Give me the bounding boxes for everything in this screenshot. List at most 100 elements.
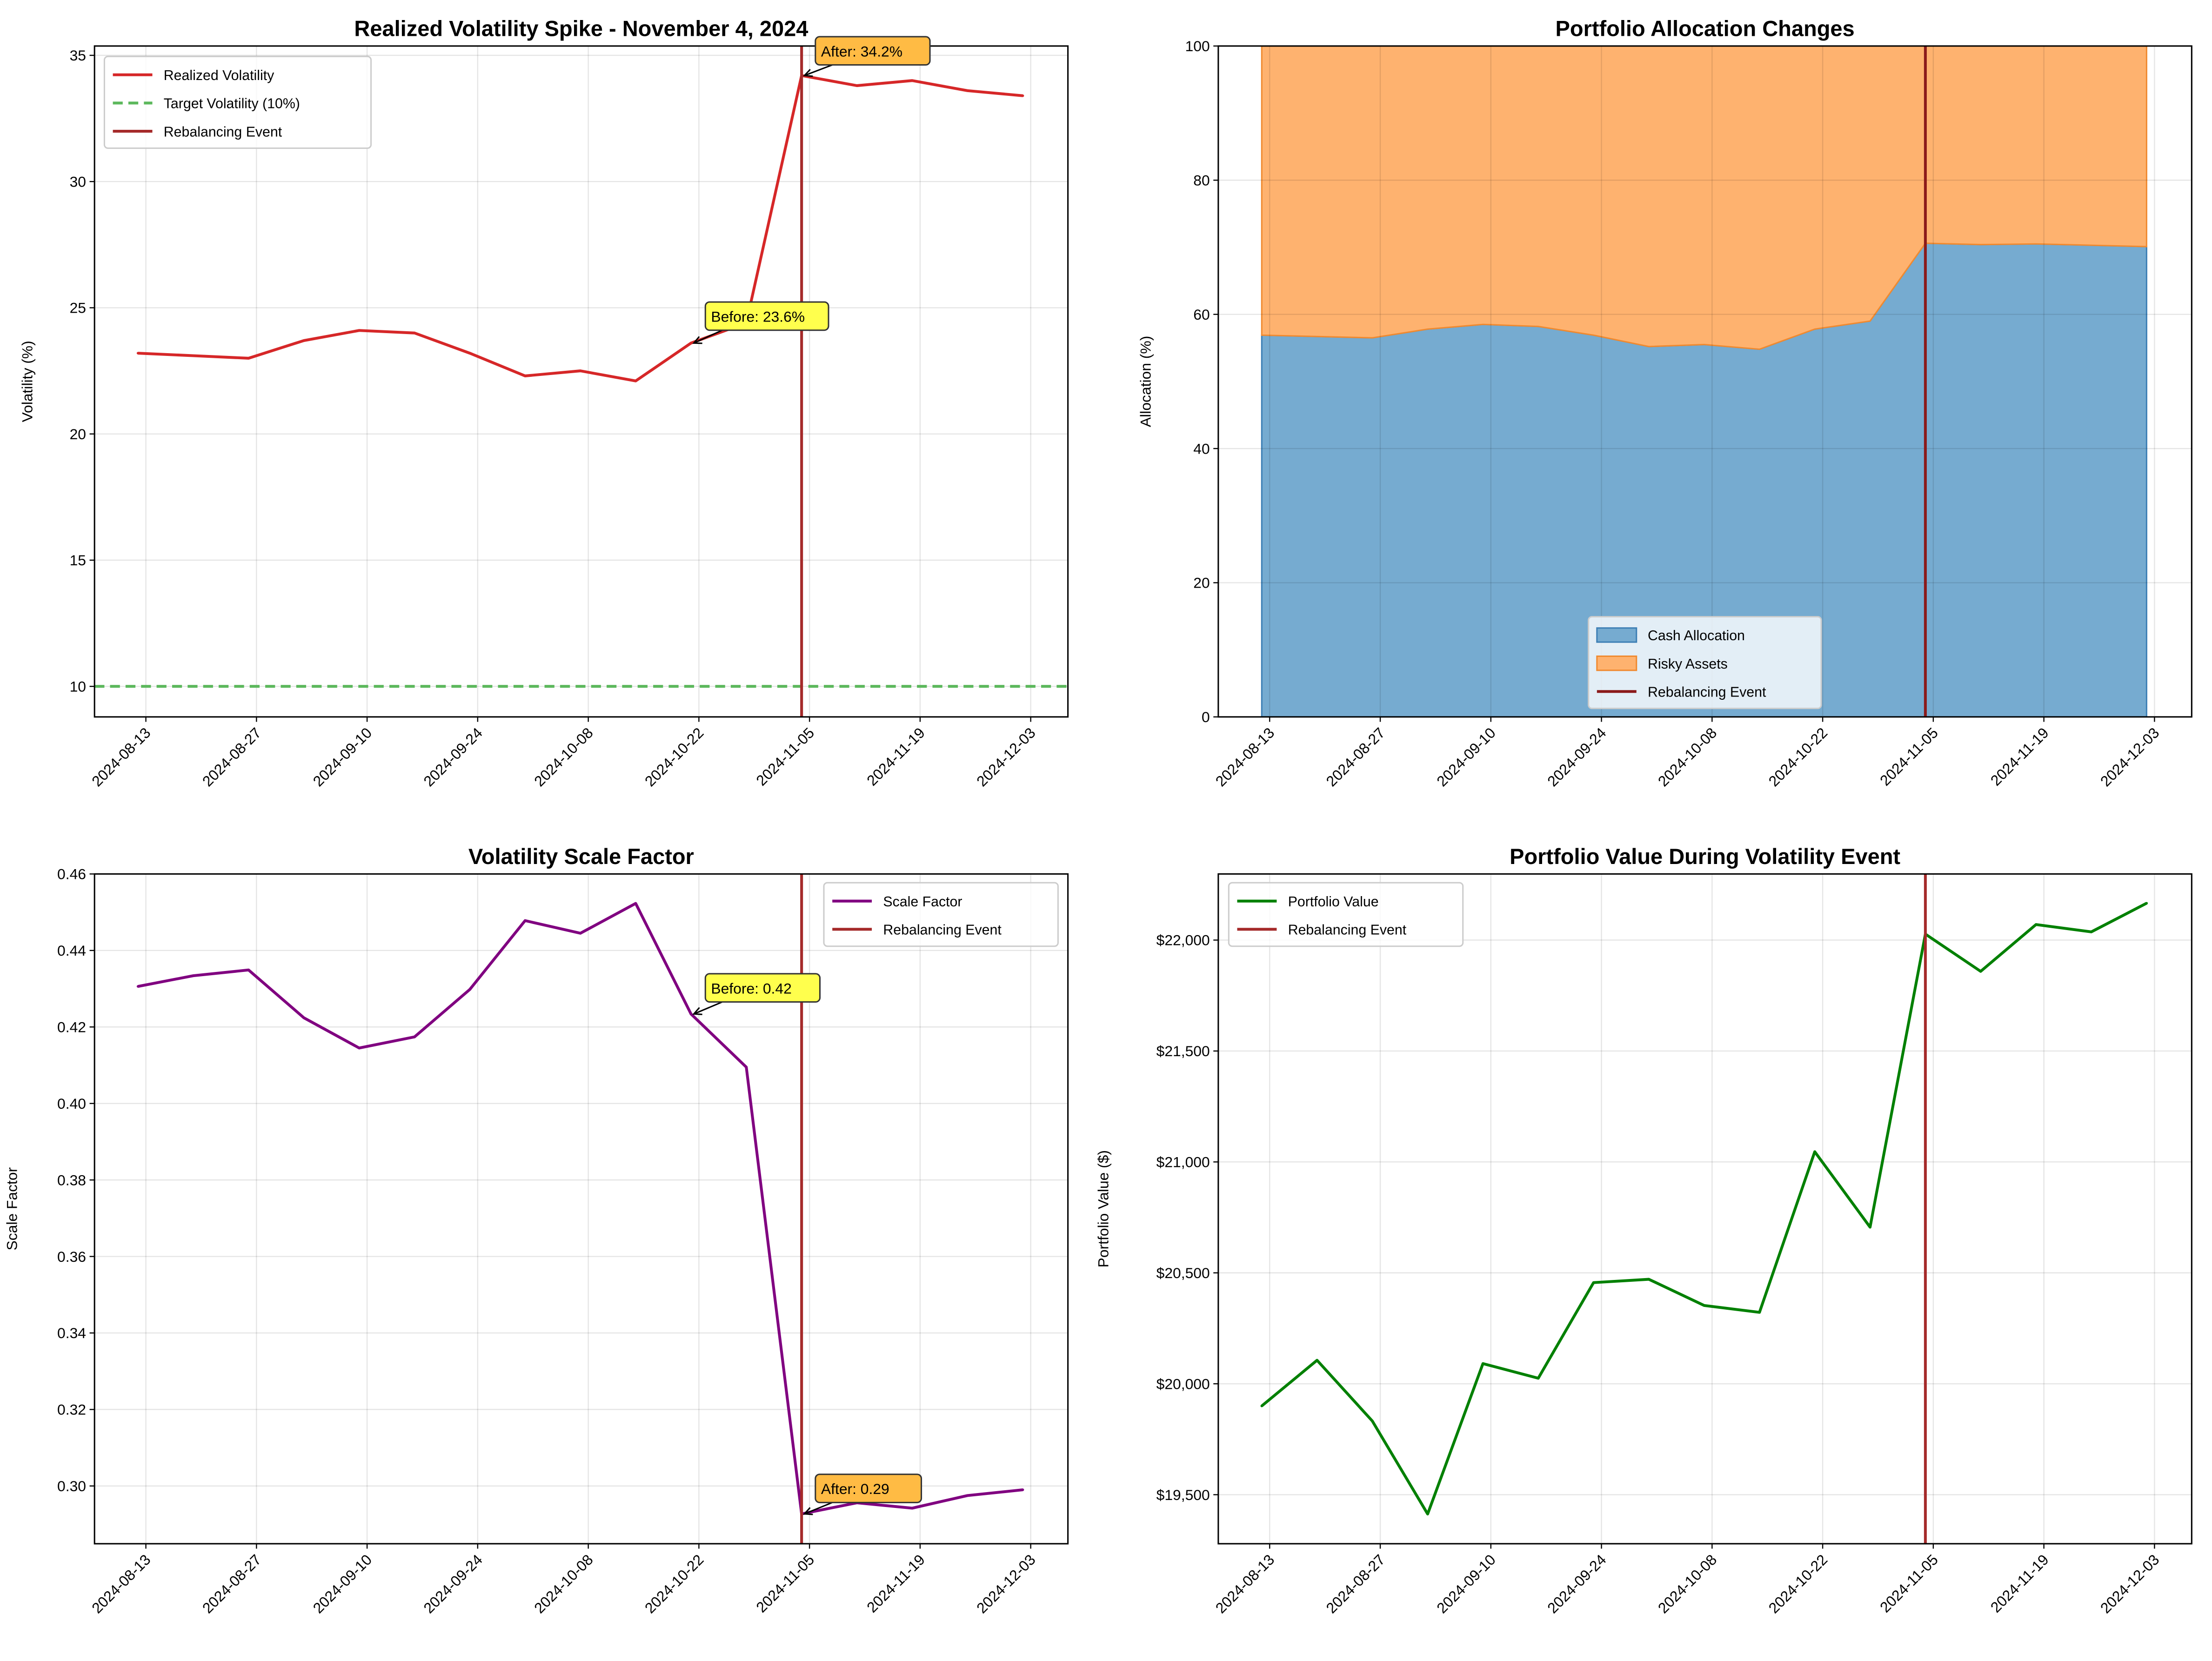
- data-point: [2090, 931, 2093, 933]
- annotation-arrow: [693, 1001, 723, 1015]
- x-tick-label: 2024-08-13: [88, 1551, 154, 1617]
- x-tick-label: 2024-08-13: [1212, 724, 1278, 790]
- legend: Realized Volatility Target Volatility (10…: [103, 55, 372, 149]
- x-tick-label: 2024-08-27: [199, 1551, 265, 1617]
- data-point: [1371, 1420, 1374, 1422]
- data-point: [247, 357, 250, 360]
- annotation: After: 0.29: [802, 1473, 922, 1515]
- arrow-head-icon: [802, 69, 813, 77]
- legend-label: Rebalancing Event: [1288, 923, 1407, 938]
- y-tick-label: 30: [70, 173, 86, 190]
- y-tick-label: 0.34: [57, 1325, 86, 1341]
- x-tick-label: 2024-12-03: [2097, 724, 2163, 790]
- y-tick-label: 20: [70, 426, 86, 442]
- data-point: [1482, 1362, 1484, 1365]
- x-tick-label: 2024-10-22: [1765, 724, 1831, 790]
- legend-label: Realized Volatility: [164, 68, 274, 83]
- y-tick-label: $22,000: [1156, 932, 1210, 949]
- x-tick-label: 2024-09-10: [310, 1551, 375, 1617]
- y-tick-label: $21,500: [1156, 1043, 1210, 1059]
- x-tick-label: 2024-08-27: [199, 724, 265, 790]
- data-point: [579, 932, 582, 935]
- axes-frame: [1217, 873, 2192, 1545]
- data-point: [911, 1507, 914, 1510]
- y-tick-label: 0: [1202, 709, 1210, 725]
- data-point: [468, 988, 471, 991]
- x-tick-label: 2024-09-10: [1433, 1551, 1499, 1617]
- data-point: [966, 89, 969, 92]
- y-tick-label: 0.42: [57, 1018, 86, 1035]
- data-point: [1979, 970, 1982, 973]
- y-tick-label: 20: [1193, 575, 1210, 591]
- annotation: Before: 0.42: [692, 973, 821, 1015]
- x-tick-label: 2024-10-22: [642, 724, 707, 790]
- y-tick-label: 0.36: [57, 1248, 86, 1265]
- annotation-arrow: [693, 329, 723, 344]
- x-tick-label: 2024-11-19: [863, 724, 928, 789]
- legend-label: Rebalancing Event: [1648, 684, 1766, 700]
- y-tick-label: 100: [1185, 38, 1210, 54]
- data-point: [855, 84, 858, 87]
- y-tick-label: 0.32: [57, 1401, 86, 1418]
- annotation-text: After: 34.2%: [821, 43, 902, 60]
- data-point: [911, 79, 914, 82]
- data-point: [966, 1494, 969, 1497]
- data-point: [634, 902, 637, 905]
- legend-swatch: [1596, 655, 1637, 671]
- data-point: [1647, 1278, 1651, 1281]
- y-tick-label: 15: [70, 552, 86, 569]
- legend: Portfolio Value Rebalancing Event: [1228, 882, 1464, 947]
- chart-title: Portfolio Allocation Changes: [1556, 16, 1855, 41]
- plot-content: [1218, 46, 2192, 717]
- legend-label: Risky Assets: [1648, 656, 1728, 672]
- y-tick-label: $19,500: [1156, 1487, 1210, 1503]
- x-tick-label: 2024-09-24: [420, 724, 486, 790]
- annotation-arrow: [804, 1501, 833, 1515]
- x-tick-label: 2024-10-08: [1655, 1551, 1720, 1617]
- legend-label: Cash Allocation: [1648, 628, 1745, 643]
- x-tick-label: 2024-10-08: [531, 1551, 596, 1617]
- data-point: [247, 969, 250, 971]
- data-point: [1260, 1405, 1263, 1407]
- y-axis-label: Portfolio Value ($): [1095, 1150, 1111, 1267]
- plot-area: [94, 874, 1068, 1544]
- y-axis-label: Volatility (%): [19, 341, 36, 422]
- data-point: [136, 985, 140, 988]
- data-point: [413, 1035, 416, 1038]
- data-point: [689, 342, 693, 345]
- x-tick-label: 2024-10-08: [531, 724, 596, 790]
- x-tick-label: 2024-09-24: [1544, 1551, 1610, 1617]
- data-point: [468, 352, 471, 355]
- legend-label: Rebalancing Event: [883, 923, 1002, 938]
- annotation: After: 34.2%: [802, 36, 931, 77]
- data-point: [358, 1046, 361, 1050]
- axes-frame: [94, 873, 1069, 1545]
- y-tick-label: 0.30: [57, 1478, 86, 1494]
- data-point: [1537, 1377, 1540, 1380]
- x-tick-label: 2024-09-10: [1433, 724, 1499, 790]
- data-point: [302, 339, 305, 342]
- data-point: [1758, 1311, 1761, 1314]
- x-tick-label: 2024-09-24: [420, 1551, 486, 1617]
- y-tick-label: $20,000: [1156, 1375, 1210, 1392]
- legend-frame: [823, 882, 1059, 947]
- subplot-4: 2024-08-13 2024-08-27 2024-09-10 2024-09-24…: [1095, 844, 2192, 1616]
- y-tick-label: $20,500: [1156, 1265, 1210, 1281]
- legend-frame: [1228, 882, 1464, 947]
- data-point: [302, 1016, 305, 1019]
- y-tick-label: 0.44: [57, 942, 86, 959]
- annotation-box: [815, 36, 931, 66]
- x-tick-label: 2024-11-05: [1877, 724, 1941, 789]
- legend-label: Target Volatility (10%): [164, 96, 300, 112]
- data-point: [524, 375, 527, 377]
- chart-title: Realized Volatility Spike - November 4, …: [354, 16, 808, 41]
- data-point: [579, 369, 582, 372]
- subplot-3: 2024-08-13 2024-08-27 2024-09-10 2024-09-24…: [3, 844, 1069, 1617]
- legend-swatch: [1596, 627, 1637, 643]
- annotation: Before: 23.6%: [692, 301, 829, 344]
- legend-label: Rebalancing Event: [164, 124, 282, 140]
- annotation-box: [815, 1473, 922, 1503]
- data-point: [1703, 1304, 1706, 1307]
- annotation-text: After: 0.29: [821, 1480, 889, 1497]
- data-point: [192, 974, 195, 977]
